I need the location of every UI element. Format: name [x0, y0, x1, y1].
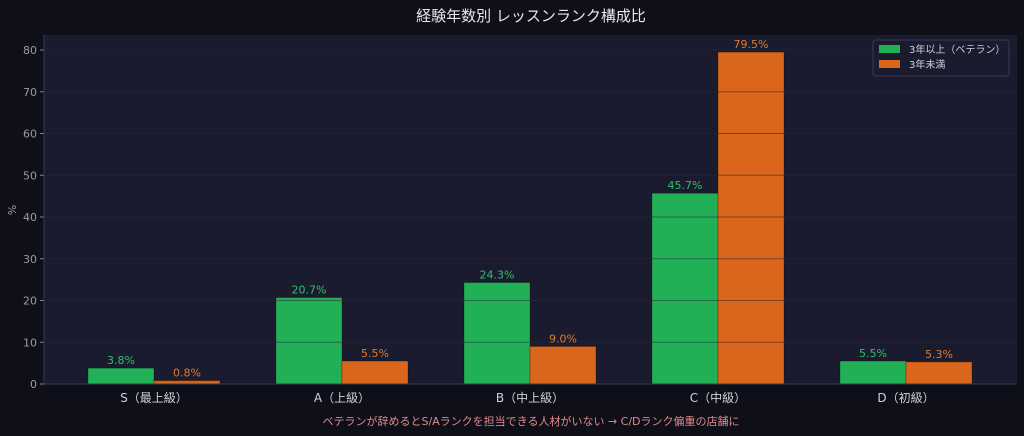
bar-veteran [651, 192, 719, 385]
x-tick-label: S（最上級） [120, 391, 188, 405]
data-label: 24.3% [480, 269, 515, 282]
bar-veteran [275, 297, 343, 385]
y-tick-label: 60 [23, 128, 37, 141]
y-tick-label: 70 [23, 86, 37, 99]
legend-label-junior: 3年未満 [909, 58, 945, 71]
y-tick-label: 50 [23, 169, 37, 182]
data-label: 45.7% [668, 179, 703, 192]
legend-label-veteran: 3年以上（ベテラン） [909, 43, 1005, 56]
bar-junior [341, 360, 409, 385]
y-tick-label: 80 [23, 44, 37, 57]
data-label: 9.0% [549, 332, 577, 345]
chart-title: 経験年数別 レッスンランク構成比 [416, 7, 646, 25]
bar-junior [529, 345, 597, 385]
legend: 3年以上（ベテラン） 3年未満 [872, 39, 1010, 77]
legend-swatch-veteran [879, 45, 900, 53]
bar-junior [153, 380, 221, 385]
x-tick-label: B（中上級） [496, 390, 564, 405]
x-tick-label: A（上級） [314, 391, 370, 405]
data-label: 79.5% [734, 38, 769, 51]
data-label: 5.5% [361, 347, 389, 360]
bar-junior [717, 51, 785, 385]
y-tick-label: 0 [30, 378, 37, 391]
legend-swatch-junior [879, 60, 900, 68]
bar-veteran [87, 367, 155, 385]
y-tick-label: 10 [23, 336, 37, 349]
bar-veteran [839, 360, 907, 385]
x-tick-label: D（初級） [877, 391, 934, 405]
annotation-text: ベテランが辞めるとS/Aランクを担当できる人材がいない → C/Dランク偏重の店… [322, 414, 739, 428]
y-tick-label: 30 [23, 253, 37, 266]
x-tick-label: C（中級） [690, 390, 746, 405]
y-axis-label: % [6, 205, 19, 215]
data-label: 3.8% [107, 354, 135, 367]
bar-veteran [463, 282, 531, 385]
legend-box [872, 39, 1010, 77]
plot-area [44, 35, 1017, 384]
bar-junior [905, 361, 973, 385]
data-label: 20.7% [292, 284, 327, 297]
data-label: 5.5% [859, 347, 887, 360]
y-tick-label: 40 [23, 211, 37, 224]
y-tick-label: 20 [23, 295, 37, 308]
data-label: 0.8% [173, 367, 201, 380]
data-label: 5.3% [925, 348, 953, 361]
